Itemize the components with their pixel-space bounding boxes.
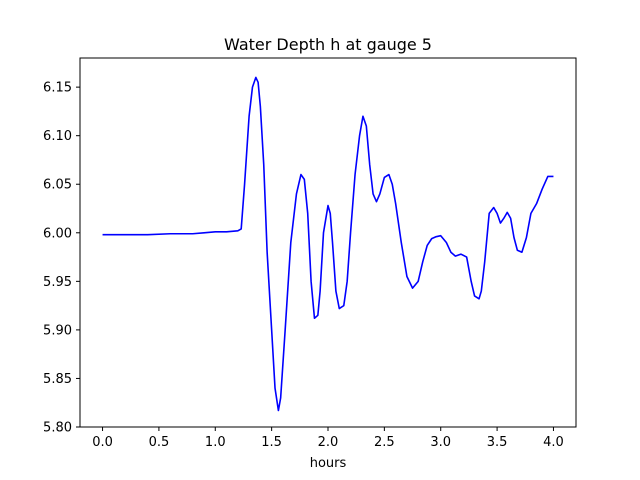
plot-area xyxy=(79,57,577,428)
x-tick-label: 3.0 xyxy=(430,435,451,450)
x-axis: 0.0 0.5 1.0 1.5 2.0 2.5 3.0 3.5 4.0 xyxy=(92,427,564,450)
axes-frame xyxy=(79,57,577,428)
x-tick-label: 2.0 xyxy=(318,435,339,450)
y-tick-label: 5.85 xyxy=(43,372,72,387)
x-tick-label: 1.5 xyxy=(261,435,282,450)
y-tick-label: 6.00 xyxy=(43,226,72,241)
y-tick-label: 5.90 xyxy=(43,323,72,338)
x-tick-label: 0.0 xyxy=(92,435,113,450)
x-tick-label: 1.0 xyxy=(205,435,226,450)
x-tick-label: 0.5 xyxy=(149,435,170,450)
y-tick-label: 6.05 xyxy=(43,178,72,193)
y-tick-label: 5.80 xyxy=(43,421,72,436)
y-tick-label: 5.95 xyxy=(43,275,72,290)
chart-title: Water Depth h at gauge 5 xyxy=(224,35,432,54)
y-axis: 5.80 5.85 5.90 5.95 6.00 6.05 6.10 6.15 xyxy=(43,81,80,436)
y-tick-label: 6.15 xyxy=(43,81,72,96)
x-axis-label: hours xyxy=(310,456,347,471)
x-tick-label: 4.0 xyxy=(543,435,564,450)
x-tick-label: 3.5 xyxy=(487,435,508,450)
series-line-0 xyxy=(102,76,554,412)
y-tick-label: 6.10 xyxy=(43,129,72,144)
x-tick-label: 2.5 xyxy=(374,435,395,450)
